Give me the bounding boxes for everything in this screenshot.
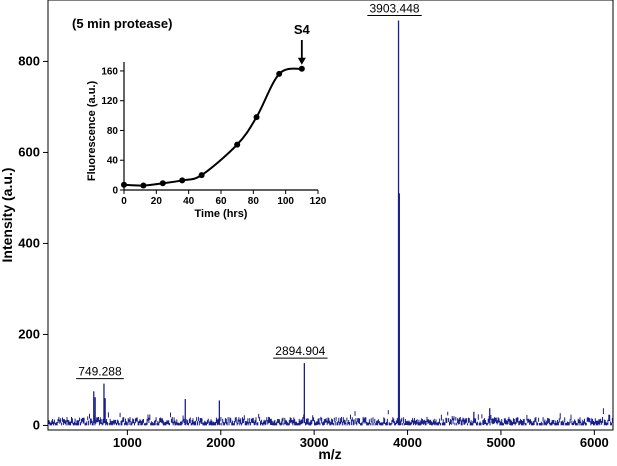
- inset-y-tick-label: 0: [112, 186, 118, 197]
- x-tick-label: 1000: [113, 435, 142, 450]
- y-tick-label: 800: [18, 53, 40, 68]
- arrow-label: S4: [294, 22, 311, 37]
- inset-y-axis-title: Fluorescence (a.u.): [86, 81, 98, 182]
- peak-label: 3903.448: [369, 1, 419, 15]
- inset-fit-curve: [123, 67, 303, 187]
- inset-x-tick-label: 0: [121, 196, 127, 207]
- inset-x-tick-label: 20: [151, 196, 163, 207]
- inset-x-tick-label: 120: [310, 196, 327, 207]
- inset-y-tick-label: 160: [101, 66, 118, 77]
- y-axis-title: Intensity (a.u.): [0, 168, 15, 263]
- inset-data-point: [234, 141, 241, 148]
- y-tick-label: 0: [33, 417, 40, 432]
- inset-data-point: [276, 70, 283, 77]
- inset-data-point: [179, 177, 186, 184]
- y-tick-label: 400: [18, 235, 40, 250]
- inset-x-tick-label: 80: [248, 196, 260, 207]
- s4-arrow: S4: [294, 22, 311, 65]
- inset-data-point: [121, 181, 127, 188]
- inset-data-point: [140, 182, 147, 189]
- inset-points: [121, 65, 305, 189]
- x-tick-label: 3000: [300, 435, 329, 450]
- x-tick-label: 5000: [486, 435, 515, 450]
- fluorescence-inset: 0 20 40 60 80 100 120 0 40 80 120 160 S4 Fluorescen…: [86, 22, 327, 220]
- spectrum-series: [48, 20, 613, 426]
- y-tick-label: 600: [18, 144, 40, 159]
- peak-labels: 749.288 2894.904 3903.448: [76, 1, 422, 380]
- arrow-head: [297, 57, 306, 65]
- x-tick-label: 4000: [393, 435, 422, 450]
- inset-data-point: [298, 65, 305, 72]
- inset-x-tick-label: 100: [277, 196, 294, 207]
- inset-x-tick-label: 40: [183, 196, 195, 207]
- baseline-noise: [48, 408, 613, 426]
- inset-x-axis-title: Time (hrs): [195, 208, 248, 220]
- x-axis-title: m/z: [318, 446, 341, 462]
- condition-annotation: (5 min protease): [72, 16, 172, 31]
- inset-y-tick-label: 80: [107, 126, 119, 137]
- peak-label: 749.288: [78, 365, 122, 379]
- inset-data-point: [198, 172, 205, 179]
- y-tick-label: 200: [18, 326, 40, 341]
- x-tick-label: 2000: [206, 435, 235, 450]
- plot-frame: [47, 0, 614, 431]
- inset-y-tick-label: 40: [107, 156, 119, 167]
- x-tick-label: 6000: [580, 435, 609, 450]
- inset-data-point: [159, 180, 166, 187]
- inset-y-tick-label: 120: [101, 96, 118, 107]
- inset-data-point: [253, 114, 260, 121]
- inset-axes: 0 20 40 60 80 100 120 0 40 80 120 160: [101, 62, 327, 207]
- peak-label: 2894.904: [275, 344, 325, 358]
- inset-x-tick-label: 60: [215, 196, 227, 207]
